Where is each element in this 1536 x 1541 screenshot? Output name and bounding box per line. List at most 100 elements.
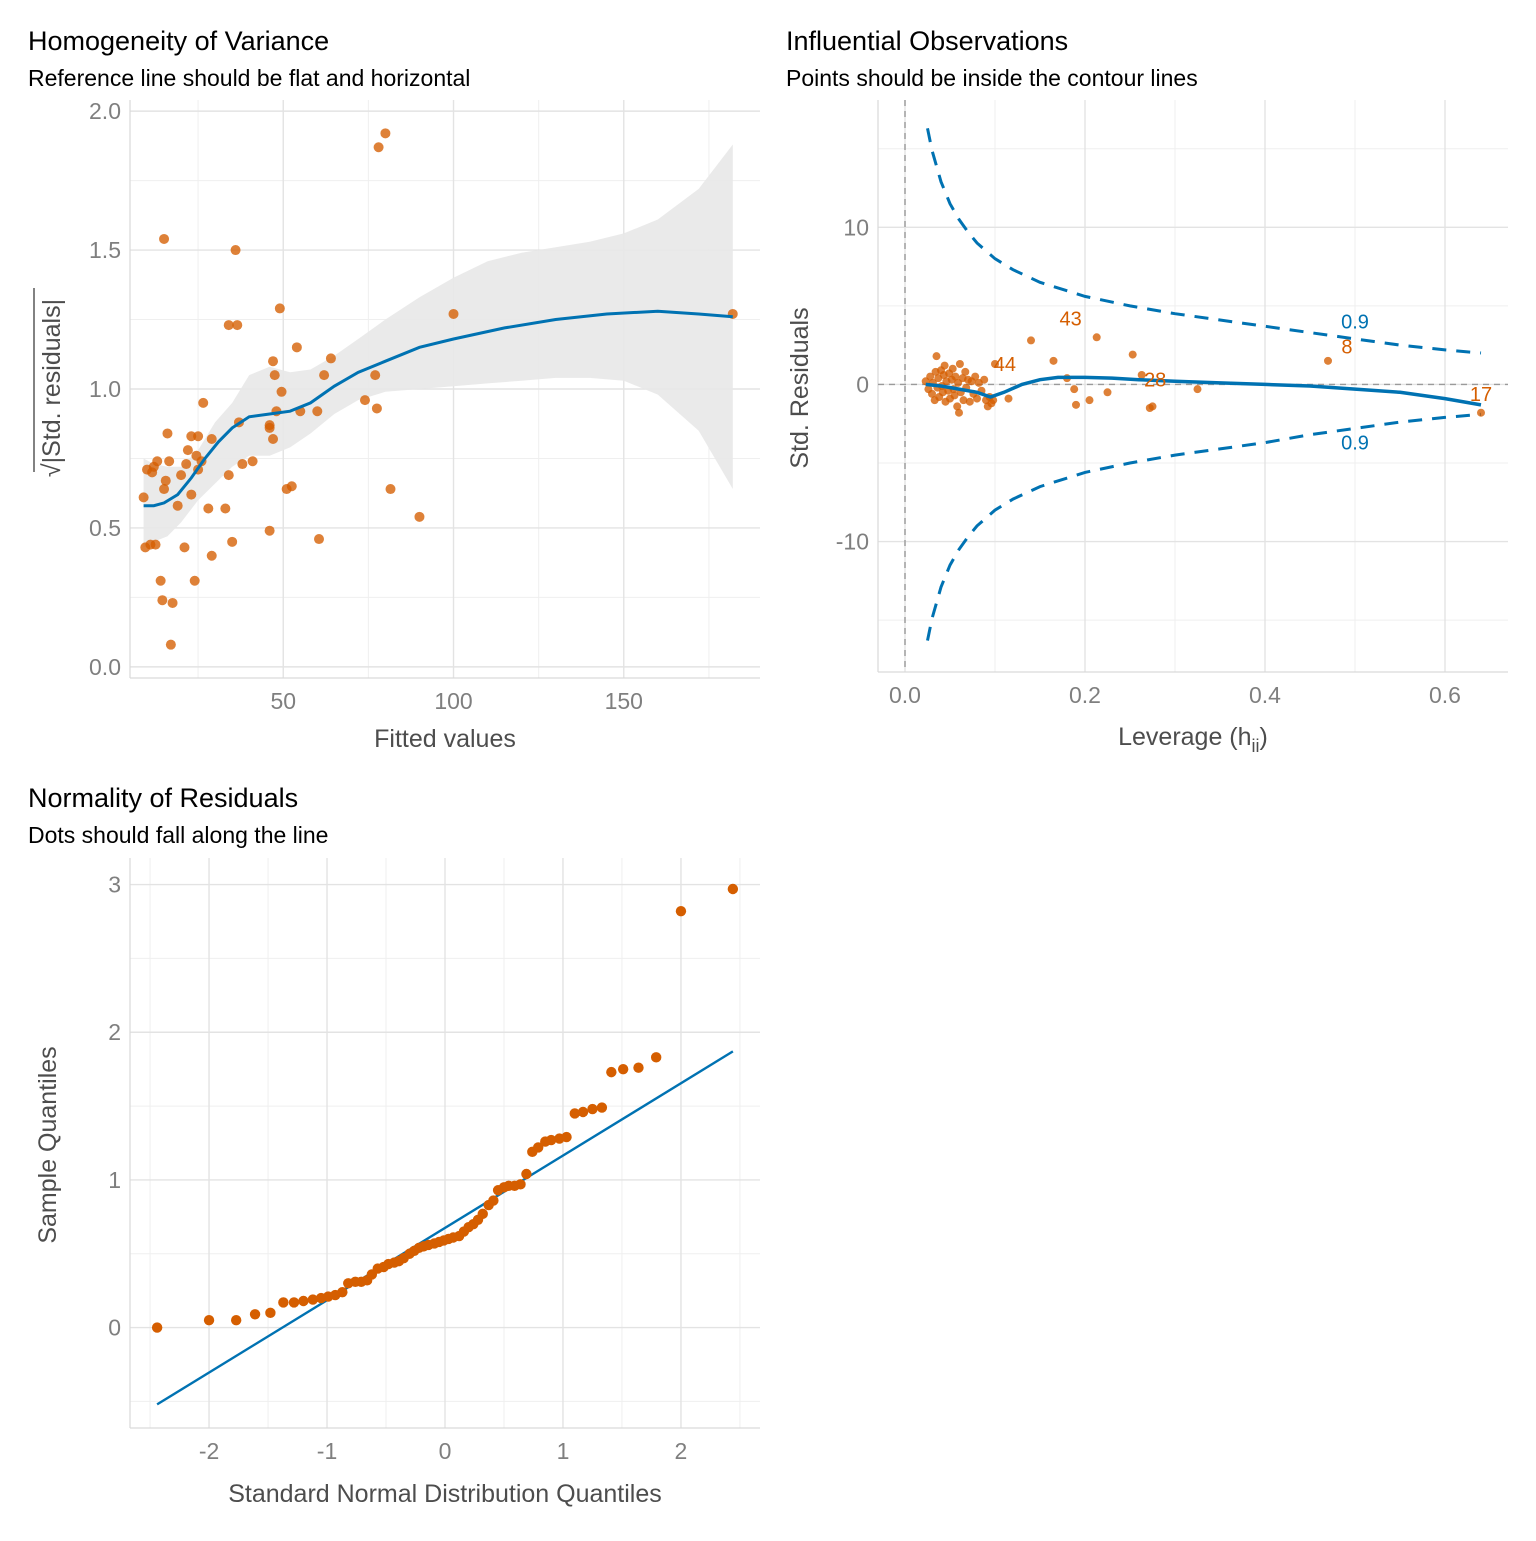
data-point: [298, 1295, 309, 1307]
influential-panel: Influential Observations Points should b…: [786, 26, 1508, 756]
data-point: [569, 1108, 580, 1119]
data-point: [265, 1307, 276, 1319]
data-point: [675, 905, 687, 917]
data-point: [157, 595, 168, 606]
point-label: 28: [1144, 370, 1166, 392]
influential-x-tick-label: 0.2: [1069, 682, 1101, 708]
data-point: [181, 459, 192, 470]
data-point: [193, 431, 204, 442]
normality-y-tick-label: 1: [108, 1167, 121, 1193]
influential-smooth-line: [925, 375, 1482, 407]
data-point: [928, 389, 936, 398]
influential-x-tick-label: 0.6: [1429, 682, 1461, 708]
data-point: [227, 536, 238, 547]
homogeneity-y-tick-label: 2.0: [89, 98, 121, 124]
data-point: [650, 1052, 662, 1063]
lower-contour-line: [926, 412, 1482, 641]
data-point: [268, 434, 279, 445]
data-point: [232, 320, 243, 331]
confidence-band: [143, 144, 733, 548]
data-point: [951, 372, 960, 381]
data-point: [288, 1297, 300, 1308]
data-point: [1103, 388, 1112, 397]
data-point: [545, 1134, 557, 1146]
data-point: [955, 408, 963, 417]
data-point: [1137, 371, 1146, 379]
data-point: [203, 1315, 215, 1326]
data-point: [325, 353, 336, 364]
data-point: [264, 422, 275, 433]
influential-x-tick-label: 0.0: [889, 682, 921, 708]
normality-x-tick-label: 0: [439, 1438, 452, 1464]
contour-label: 0.9: [1341, 312, 1369, 334]
data-point: [223, 470, 234, 481]
influential-title: Influential Observations: [786, 26, 1068, 56]
normality-points: [151, 883, 739, 1333]
data-point: [268, 356, 279, 367]
data-point: [606, 1066, 617, 1078]
homogeneity-x-tick-label: 150: [605, 688, 643, 714]
data-point: [291, 342, 302, 353]
data-point: [950, 391, 959, 400]
data-point: [198, 397, 209, 408]
homogeneity-y-axis-label: √|Std. residuals|: [33, 288, 66, 477]
normality-x-axis-label: Standard Normal Distribution Quantiles: [228, 1480, 662, 1508]
data-point: [1477, 408, 1485, 417]
data-point: [159, 484, 170, 495]
data-point: [477, 1208, 488, 1220]
data-point: [965, 397, 974, 406]
data-point: [220, 503, 231, 514]
data-point: [991, 360, 999, 368]
point-label: 8: [1341, 337, 1352, 359]
data-point: [138, 492, 149, 503]
sqrt-symbol: √: [38, 463, 66, 477]
normality-y-tick-label: 2: [108, 1019, 121, 1045]
normality-x-tick-label: 1: [557, 1438, 570, 1464]
data-point: [980, 375, 989, 384]
data-point: [278, 1297, 289, 1308]
data-point: [237, 459, 248, 470]
homogeneity-points: [138, 128, 738, 650]
data-point: [223, 320, 234, 331]
homogeneity-y-tick-label: 0.5: [89, 515, 121, 541]
normality-x-tick-label: -1: [317, 1438, 337, 1464]
data-point: [373, 142, 384, 153]
normality-ticks: -2 -1 0 1 2 0 1 2 3: [108, 872, 687, 1464]
normality-y-tick-label: 3: [108, 872, 121, 898]
data-point: [189, 575, 200, 586]
data-point: [276, 386, 287, 397]
data-point: [176, 470, 187, 481]
data-point: [1070, 385, 1079, 394]
influential-subtitle: Points should be inside the contour line…: [786, 65, 1198, 91]
homogeneity-confidence-band: [143, 144, 733, 548]
homogeneity-y-tick-label: 1.5: [89, 237, 121, 263]
data-point: [264, 525, 275, 536]
data-point: [314, 534, 324, 545]
data-point: [961, 367, 970, 376]
data-point: [488, 1195, 499, 1206]
point-label: 43: [1059, 308, 1081, 330]
influential-point-labels: 43 44 28 8 17: [994, 308, 1492, 405]
data-point: [633, 1062, 644, 1073]
data-point: [159, 233, 170, 244]
normality-panel: Normality of Residuals Dots should fall …: [28, 783, 760, 1508]
data-point: [959, 396, 968, 405]
data-point: [948, 364, 957, 373]
data-point: [230, 245, 241, 256]
point-label: 44: [994, 354, 1016, 376]
data-point: [162, 428, 173, 439]
qq-reference-line: [156, 1050, 734, 1406]
data-point: [247, 456, 258, 467]
contour-label: 0.9: [1341, 433, 1369, 455]
data-point: [150, 539, 161, 550]
data-point: [1027, 336, 1035, 345]
influential-y-axis-label: Std. Residuals: [786, 307, 814, 468]
data-point: [926, 372, 935, 381]
data-point: [167, 597, 178, 608]
data-point: [1085, 396, 1094, 405]
data-point: [1092, 333, 1101, 342]
data-point: [249, 1309, 261, 1320]
homogeneity-x-tick-label: 100: [434, 688, 472, 714]
data-point: [371, 403, 382, 414]
